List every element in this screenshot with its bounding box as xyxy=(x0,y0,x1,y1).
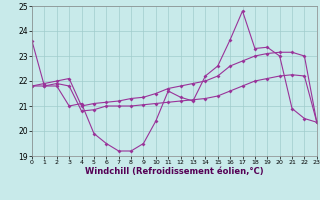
X-axis label: Windchill (Refroidissement éolien,°C): Windchill (Refroidissement éolien,°C) xyxy=(85,167,264,176)
